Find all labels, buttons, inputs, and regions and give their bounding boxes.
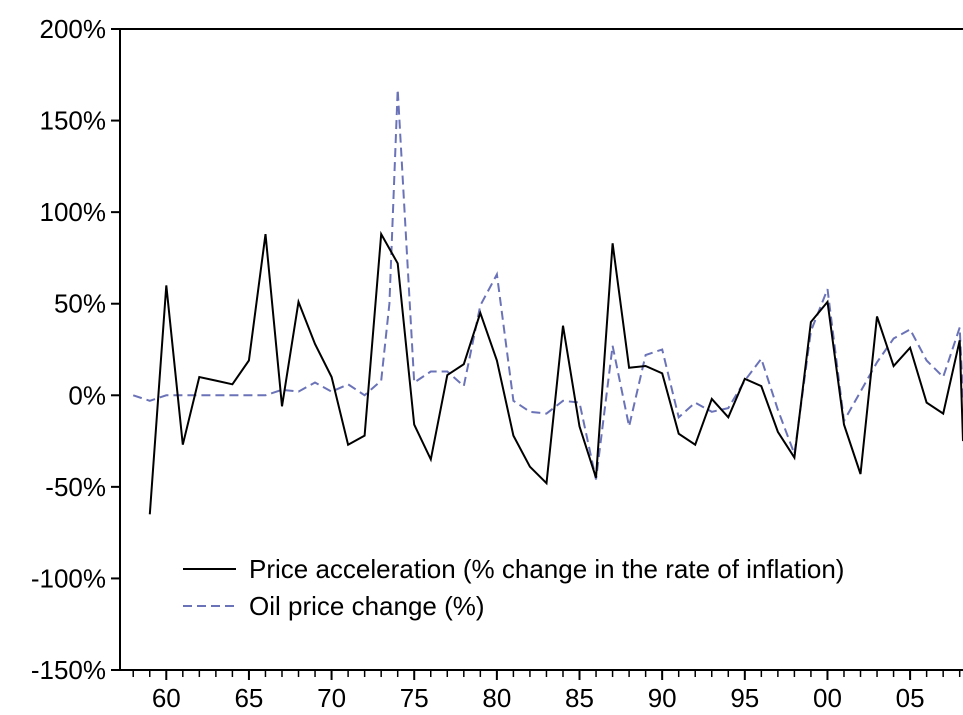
x-tick-label: 05 <box>896 683 925 713</box>
x-tick-label: 60 <box>152 683 181 713</box>
y-tick-label: 100% <box>40 197 107 227</box>
x-ticks: 60 65 70 75 80 85 90 95 00 05 <box>132 670 961 713</box>
legend-label-oil-price: Oil price change (%) <box>249 591 485 621</box>
x-tick-label: 90 <box>648 683 677 713</box>
y-tick-label: -150% <box>31 655 106 685</box>
x-tick-label: 85 <box>565 683 594 713</box>
series-layer <box>132 89 963 515</box>
plot-area <box>120 29 963 670</box>
x-tick-label: 80 <box>482 683 511 713</box>
y-tick-label: 0% <box>68 380 106 410</box>
legend-label-price-acceleration: Price acceleration (% change in the rate… <box>249 554 844 584</box>
x-tick-label: 65 <box>234 683 263 713</box>
x-tick-label: 70 <box>317 683 346 713</box>
y-tick-label: 150% <box>40 106 107 136</box>
x-tick-label: 75 <box>400 683 429 713</box>
x-tick-label: 95 <box>730 683 759 713</box>
y-tick-label: -50% <box>45 472 106 502</box>
series-line-price-acceleration <box>148 230 963 515</box>
x-tick-label: 00 <box>813 683 842 713</box>
y-tick-label: 200% <box>40 14 107 44</box>
y-tick-label: -100% <box>31 563 106 593</box>
legend: Price acceleration (% change in the rate… <box>183 554 844 621</box>
y-tick-label: 50% <box>54 289 106 319</box>
y-ticks: -150% -100% -50% 0% 50% 100% 150% 200% <box>31 14 120 685</box>
series-line-oil-price-change <box>132 89 963 480</box>
